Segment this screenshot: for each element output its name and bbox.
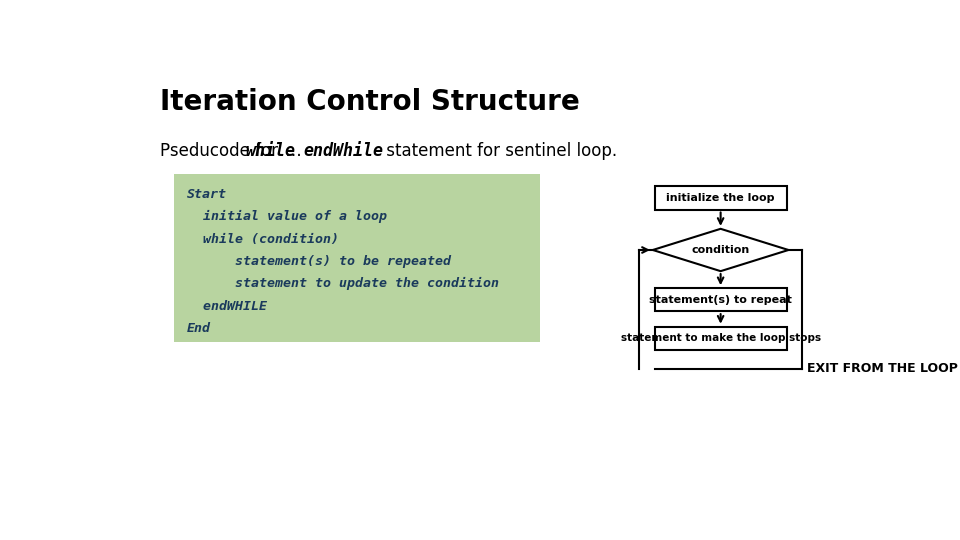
Text: End: End (186, 322, 210, 335)
Polygon shape (653, 229, 788, 271)
Text: endWHILE: endWHILE (186, 300, 267, 313)
Text: statement(s) to be repeated: statement(s) to be repeated (186, 255, 450, 268)
Text: initial value of a loop: initial value of a loop (186, 211, 387, 224)
Text: Iteration Control Structure: Iteration Control Structure (160, 88, 580, 116)
Text: while (condition): while (condition) (186, 233, 339, 246)
Text: while: while (246, 142, 296, 160)
FancyBboxPatch shape (655, 327, 786, 350)
Text: initialize the loop: initialize the loop (666, 193, 775, 203)
Text: condition: condition (691, 245, 750, 255)
Text: endWhile: endWhile (303, 142, 384, 160)
FancyBboxPatch shape (655, 288, 786, 311)
FancyBboxPatch shape (655, 186, 786, 210)
Text: …: … (280, 142, 307, 160)
Text: statement(s) to repeat: statement(s) to repeat (649, 295, 792, 305)
Text: Pseducode for: Pseducode for (160, 142, 283, 160)
Text: Start: Start (186, 188, 227, 201)
Text: EXIT FROM THE LOOP: EXIT FROM THE LOOP (807, 362, 958, 375)
Text: statement to make the loop stops: statement to make the loop stops (620, 333, 821, 343)
FancyBboxPatch shape (175, 174, 540, 342)
Text: statement to update the condition: statement to update the condition (186, 278, 498, 291)
Text: statement for sentinel loop.: statement for sentinel loop. (381, 142, 617, 160)
